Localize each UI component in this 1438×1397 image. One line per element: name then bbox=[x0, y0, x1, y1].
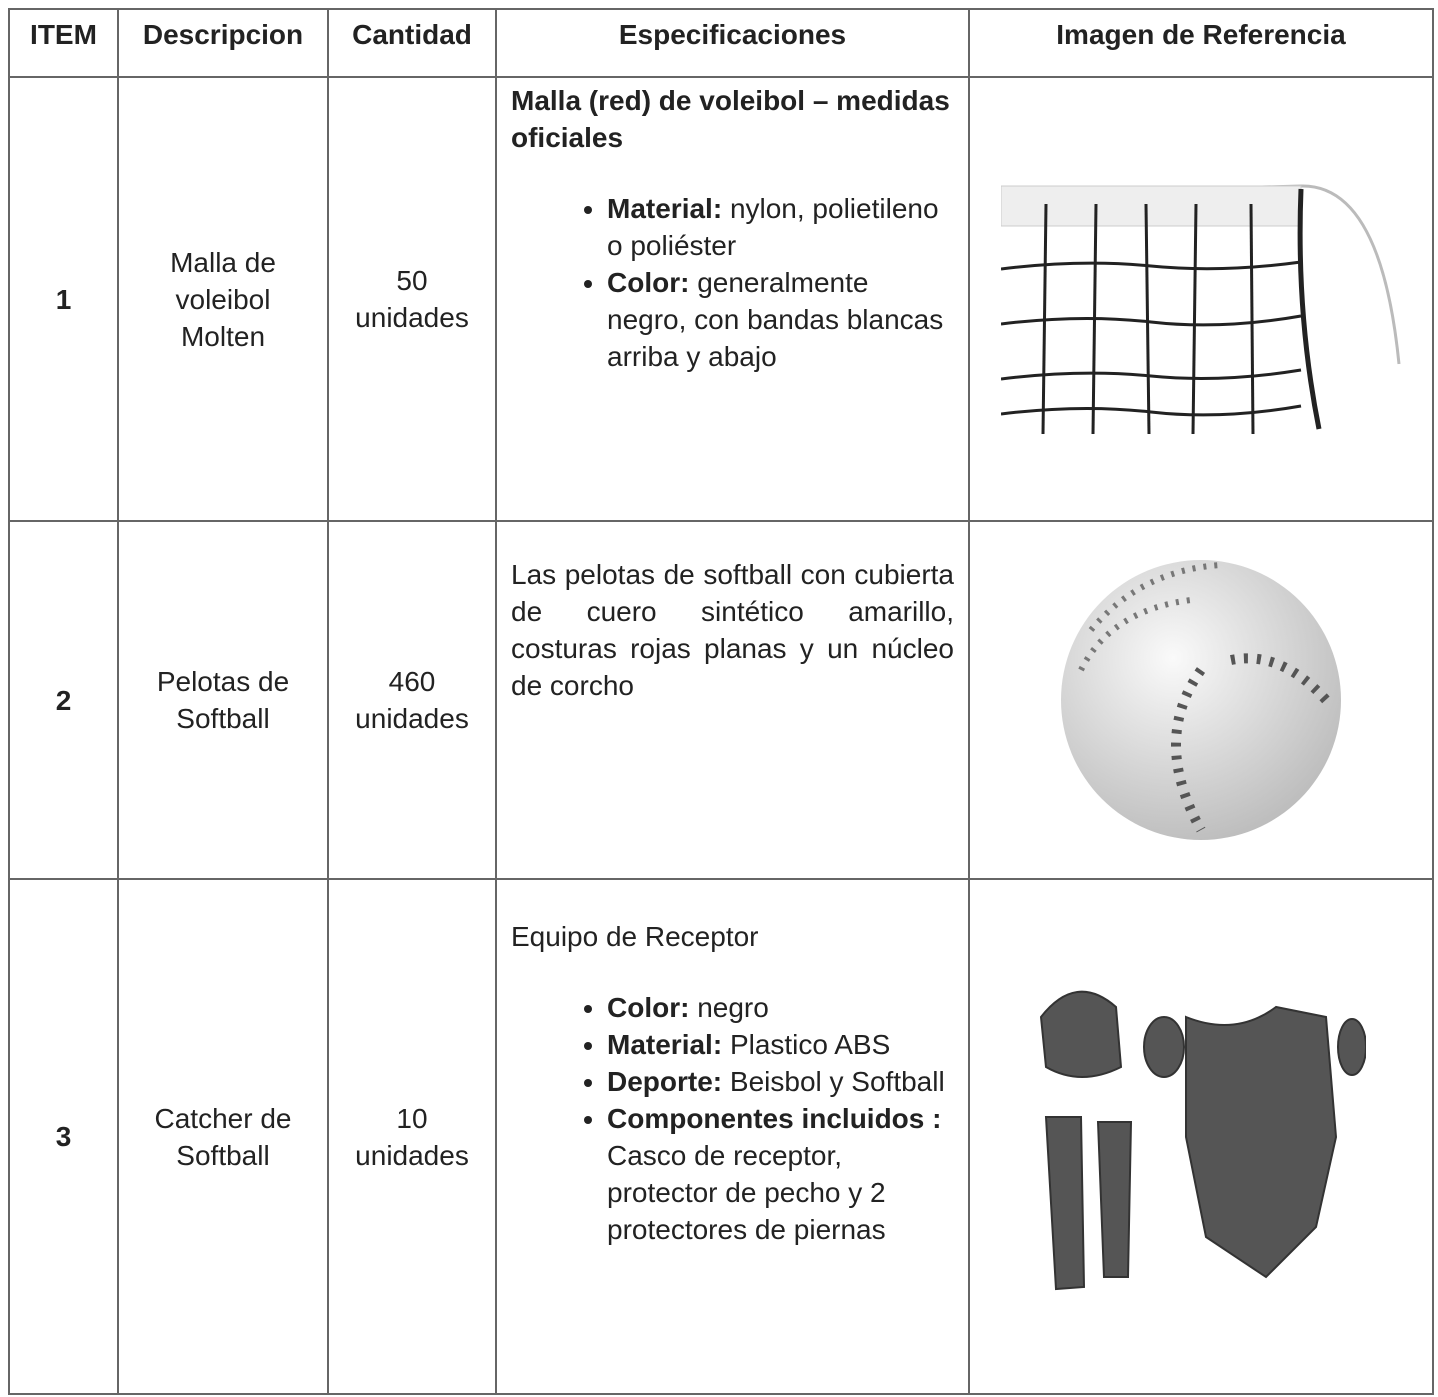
spec-text: nylon, polietileno o poliéster bbox=[607, 193, 939, 261]
spec-label: Color: bbox=[607, 992, 690, 1023]
quantity-cell: 460 unidades bbox=[327, 520, 497, 880]
image-cell bbox=[968, 878, 1434, 1395]
spec-list: Color: negro Material: Plastico ABS Depo… bbox=[511, 989, 954, 1248]
spec-label: Componentes incluidos : bbox=[607, 1103, 942, 1134]
spec-item: Color: generalmente negro, con bandas bl… bbox=[607, 264, 954, 375]
header-row: ITEM Descripcion Cantidad Especificacion… bbox=[8, 8, 1434, 78]
header-cell: Descripcion bbox=[117, 8, 329, 78]
spec-label: Material: bbox=[607, 1029, 723, 1060]
spec-item: Material: nylon, polietileno o poliéster bbox=[607, 190, 954, 264]
spec-list: Material: nylon, polietileno o poliéster… bbox=[511, 190, 954, 375]
row: 2 Pelotas de Softball 460 unidades Las p… bbox=[8, 520, 1434, 880]
image-cell bbox=[968, 520, 1434, 880]
description-cell: Catcher de Softball bbox=[117, 878, 329, 1395]
spec-item: Deporte: Beisbol y Softball bbox=[607, 1063, 954, 1100]
header-cell: ITEM bbox=[8, 8, 119, 78]
ball-image bbox=[1061, 560, 1341, 840]
catcher-image bbox=[1039, 990, 1366, 1290]
spec-label: Material: bbox=[607, 193, 723, 224]
spec-item: Color: negro bbox=[607, 989, 954, 1026]
spec-table: ITEM Descripcion Cantidad Especificacion… bbox=[8, 8, 1434, 1395]
row: 1 Malla de voleibol Molten 50 unidades M… bbox=[8, 76, 1434, 522]
spec-cell: Equipo de Receptor Color: negro Material… bbox=[495, 878, 970, 1395]
spec-text: Plastico ABS bbox=[729, 1029, 891, 1060]
spec-label: Color: bbox=[607, 267, 690, 298]
item-cell: 2 bbox=[8, 520, 119, 880]
row: 3 Catcher de Softball 10 unidades Equipo… bbox=[8, 878, 1434, 1395]
spec-paragraph: Las pelotas de softball con cubierta de … bbox=[511, 559, 954, 701]
spec-text: negro bbox=[697, 992, 769, 1023]
spec-item: Material: Plastico ABS bbox=[607, 1026, 954, 1063]
header-cell: Imagen de Referencia bbox=[968, 8, 1434, 78]
spec-cell: Las pelotas de softball con cubierta de … bbox=[495, 520, 970, 880]
spec-text: generalmente negro, con bandas blancas a… bbox=[607, 267, 944, 372]
net-image bbox=[1001, 184, 1401, 434]
description-cell: Pelotas de Softball bbox=[117, 520, 329, 880]
quantity-cell: 10 unidades bbox=[327, 878, 497, 1395]
description-cell: Malla de voleibol Molten bbox=[117, 76, 329, 522]
image-cell bbox=[968, 76, 1434, 522]
item-cell: 3 bbox=[8, 878, 119, 1395]
quantity-cell: 50 unidades bbox=[327, 76, 497, 522]
spec-label: Deporte: bbox=[607, 1066, 723, 1097]
spec-title: Malla (red) de voleibol – medidas oficia… bbox=[511, 85, 950, 153]
spec-cell: Malla (red) de voleibol – medidas oficia… bbox=[495, 76, 970, 522]
item-cell: 1 bbox=[8, 76, 119, 522]
header-cell: Especificaciones bbox=[495, 8, 970, 78]
spec-intro: Equipo de Receptor bbox=[511, 921, 759, 952]
header-cell: Cantidad bbox=[327, 8, 497, 78]
spec-text: Casco de receptor, protector de pecho y … bbox=[607, 1140, 886, 1245]
spec-item: Componentes incluidos : Casco de recepto… bbox=[607, 1100, 954, 1248]
spec-text: Beisbol y Softball bbox=[729, 1066, 945, 1097]
